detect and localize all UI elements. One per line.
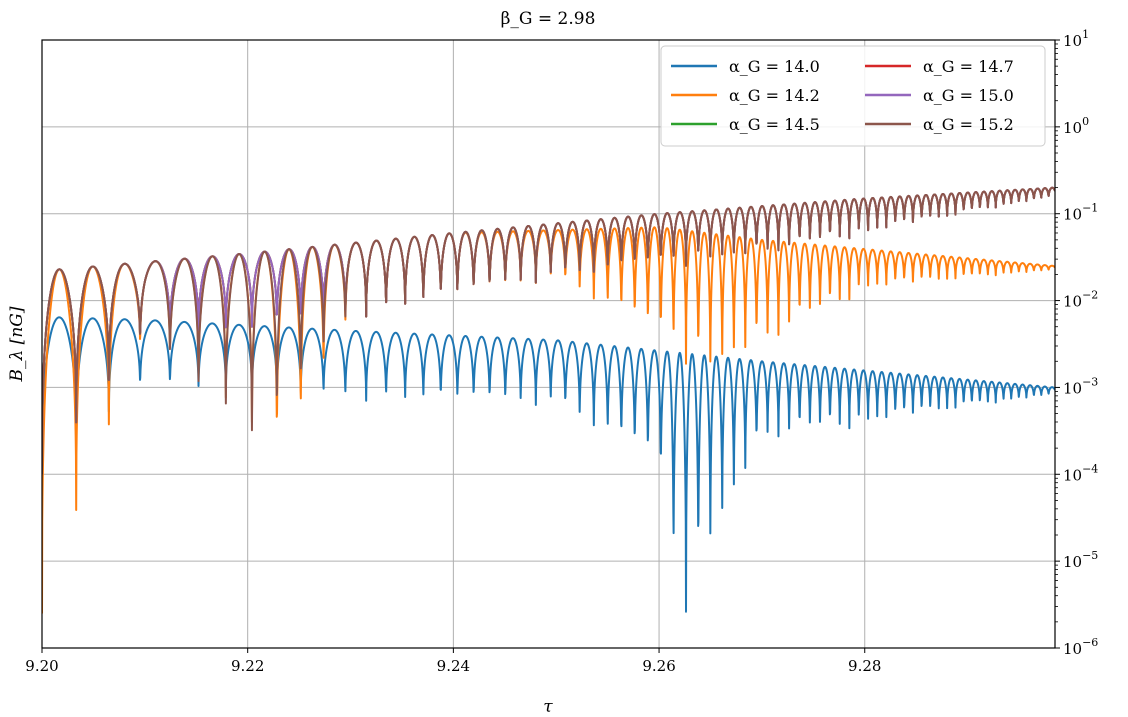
legend-label: α_G = 14.0 <box>729 57 820 76</box>
chart-title: β_G = 2.98 <box>501 9 596 29</box>
y-tick-exponent: −4 <box>1082 462 1098 475</box>
series-line <box>42 316 1055 613</box>
legend: α_G = 14.0 α_G = 14.2 α_G = 14.5 α_G = 14.7… <box>660 45 1046 147</box>
legend-label: α_G = 14.5 <box>729 115 820 134</box>
y-tick-exponent: −6 <box>1082 636 1098 649</box>
y-tick-exponent: −1 <box>1082 202 1098 215</box>
y-axis-label: B_λ [nG] <box>7 306 27 382</box>
series-lines <box>42 186 1055 614</box>
x-tick-label: 9.20 <box>25 657 58 675</box>
x-axis: 9.20 9.22 9.24 9.26 9.28 <box>25 648 881 675</box>
legend-label: α_G = 15.2 <box>923 115 1014 134</box>
legend-label: α_G = 14.7 <box>923 57 1014 76</box>
legend-box <box>660 45 1046 147</box>
x-axis-label: τ <box>543 697 553 717</box>
y-tick-exponent: 1 <box>1082 28 1089 41</box>
x-tick-label: 9.28 <box>848 657 881 675</box>
y-tick-exponent: −3 <box>1082 375 1098 388</box>
series-line <box>42 186 1055 475</box>
x-tick-label: 9.26 <box>642 657 675 675</box>
legend-label: α_G = 14.2 <box>729 86 820 105</box>
y-tick-exponent: −5 <box>1082 549 1098 562</box>
x-tick-label: 9.22 <box>231 657 264 675</box>
y-tick-exponent: 0 <box>1082 115 1089 128</box>
legend-label: α_G = 15.0 <box>923 86 1014 105</box>
plot-frame <box>41 39 1056 649</box>
y-tick-exponent: −2 <box>1082 289 1098 302</box>
x-tick-label: 9.24 <box>437 657 470 675</box>
